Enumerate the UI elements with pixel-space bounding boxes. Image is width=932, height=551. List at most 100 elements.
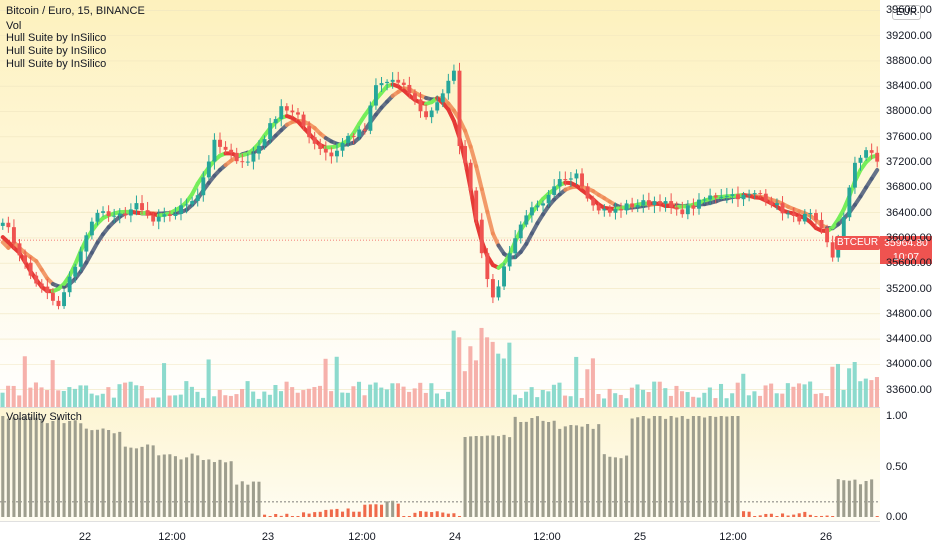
legend-hull-2[interactable]: Hull Suite by InSilico bbox=[6, 44, 106, 58]
candle-body bbox=[235, 153, 239, 161]
candle-body bbox=[847, 188, 851, 218]
volume-bar bbox=[346, 393, 350, 407]
candle-body bbox=[402, 83, 406, 85]
volume-bar bbox=[546, 391, 550, 407]
price-tick-label: 37200.00 bbox=[886, 156, 932, 168]
candle-body bbox=[619, 209, 623, 210]
time-tick-label: 23 bbox=[262, 531, 274, 543]
volume-bar bbox=[446, 392, 450, 407]
candle-body bbox=[664, 201, 668, 204]
price-tick-label: 35600.00 bbox=[886, 257, 932, 269]
candle-body bbox=[185, 204, 189, 205]
volume-bar bbox=[101, 394, 105, 407]
candle-body bbox=[602, 209, 606, 211]
volume-bar bbox=[669, 396, 673, 407]
legend-hull-3[interactable]: Hull Suite by InSilico bbox=[6, 57, 106, 71]
pane-separator[interactable] bbox=[0, 407, 932, 408]
volume-bar bbox=[468, 346, 472, 407]
volume-bar bbox=[452, 331, 456, 407]
candle-body bbox=[552, 186, 556, 195]
candle-body bbox=[419, 99, 423, 111]
volume-bar bbox=[429, 383, 433, 407]
volume-bar bbox=[686, 392, 690, 407]
volume-bar bbox=[396, 383, 400, 407]
volume-bar bbox=[162, 363, 166, 407]
candle-body bbox=[753, 193, 757, 194]
candle-body bbox=[407, 85, 411, 93]
volume-bar bbox=[402, 387, 406, 407]
volume-bar bbox=[62, 391, 66, 407]
legend-hull-1[interactable]: Hull Suite by InSilico bbox=[6, 31, 106, 45]
volume-bar bbox=[697, 398, 701, 407]
volume-bar bbox=[569, 396, 573, 407]
volume-bar bbox=[479, 328, 483, 407]
candle-body bbox=[29, 263, 33, 276]
candle-body bbox=[246, 162, 250, 163]
symbol-title[interactable]: Bitcoin / Euro, 15, BINANCE bbox=[6, 4, 145, 18]
volume-bar bbox=[234, 394, 238, 407]
price-tick-label: 38400.00 bbox=[886, 80, 932, 92]
volume-bar bbox=[441, 399, 445, 407]
candle-body bbox=[224, 147, 228, 150]
symbol-price-label: BTCEUR bbox=[835, 236, 880, 250]
volume-bar bbox=[585, 369, 589, 407]
candle-body bbox=[563, 179, 567, 180]
volatility-switch-svg[interactable] bbox=[0, 408, 880, 521]
candle-body bbox=[519, 225, 523, 239]
candle-body bbox=[313, 137, 317, 144]
price-tick-label: 36400.00 bbox=[886, 207, 932, 219]
volume-bar bbox=[335, 357, 339, 407]
volume-bar bbox=[195, 392, 199, 407]
candle-body bbox=[391, 80, 395, 82]
hull-band-secondary bbox=[482, 189, 488, 212]
price-chart-svg[interactable] bbox=[0, 0, 880, 407]
candle-body bbox=[502, 266, 506, 286]
volume-bar bbox=[736, 383, 740, 407]
time-tick-label: 12:00 bbox=[533, 531, 561, 543]
volume-bar bbox=[853, 362, 857, 407]
volume-bar bbox=[457, 337, 461, 407]
candle-body bbox=[736, 194, 740, 199]
volume-bar bbox=[418, 383, 422, 407]
volume-bar bbox=[12, 386, 16, 407]
candle-body bbox=[820, 220, 824, 228]
candle-body bbox=[196, 195, 200, 201]
volume-bar bbox=[123, 383, 127, 407]
candle-body bbox=[18, 243, 22, 255]
candle-body bbox=[79, 252, 83, 267]
legend-volatility-switch[interactable]: Volatility Switch bbox=[6, 410, 82, 424]
volume-bar bbox=[725, 398, 729, 407]
volume-bar bbox=[741, 374, 745, 407]
volume-bar bbox=[201, 398, 205, 407]
volume-bar bbox=[752, 391, 756, 407]
candle-body bbox=[569, 178, 573, 179]
volume-bar bbox=[491, 342, 495, 407]
volume-bar bbox=[318, 386, 322, 407]
volume-bar bbox=[775, 393, 779, 407]
hull-band-secondary bbox=[476, 166, 482, 189]
volume-bar bbox=[39, 387, 43, 407]
volume-bar bbox=[23, 356, 27, 407]
volume-bar bbox=[574, 357, 578, 407]
time-axis[interactable] bbox=[0, 521, 880, 551]
candle-body bbox=[1, 223, 5, 226]
time-tick-label: 26 bbox=[820, 531, 832, 543]
price-tick-label: 34800.00 bbox=[886, 308, 932, 320]
volatility-switch-pane[interactable] bbox=[0, 408, 880, 521]
volume-bar bbox=[112, 398, 116, 407]
candle-body bbox=[107, 211, 111, 216]
price-pane[interactable] bbox=[0, 0, 880, 407]
volume-bar bbox=[474, 360, 478, 407]
candle-body bbox=[229, 150, 233, 153]
volume-bar bbox=[535, 397, 539, 407]
volume-bar bbox=[719, 384, 723, 407]
candle-body bbox=[68, 277, 72, 293]
candle-body bbox=[135, 203, 139, 209]
candle-body bbox=[430, 111, 434, 118]
candle-body bbox=[446, 81, 450, 94]
volume-bar bbox=[858, 381, 862, 407]
candle-body bbox=[719, 197, 723, 198]
candle-body bbox=[580, 173, 584, 186]
candle-body bbox=[613, 209, 617, 213]
volume-bar bbox=[864, 379, 868, 407]
